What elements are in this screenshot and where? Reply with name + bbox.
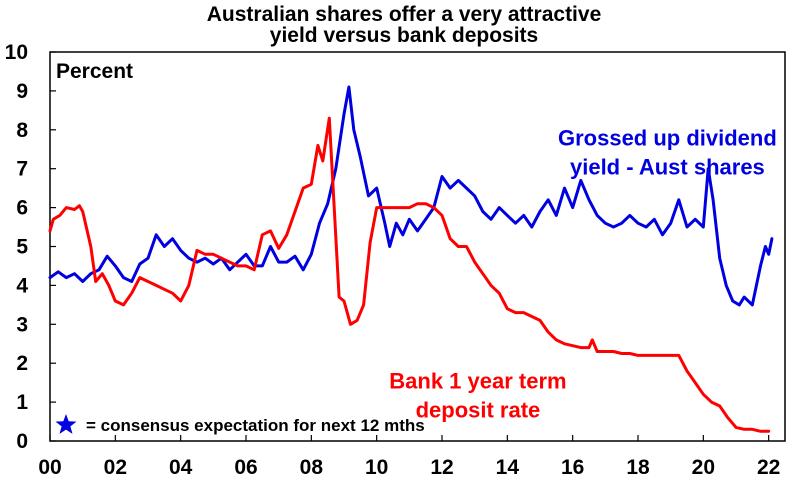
y-tick-label: 6 xyxy=(16,197,28,220)
x-tick-label: 14 xyxy=(496,456,520,479)
y-tick-label: 1 xyxy=(16,391,28,414)
x-tick-label: 06 xyxy=(234,456,257,479)
x-tick-label: 22 xyxy=(757,456,780,479)
series-line-term-deposit-rate xyxy=(48,116,771,433)
y-tick-label: 0 xyxy=(16,430,28,453)
x-tick-label: 10 xyxy=(365,456,388,479)
series-label-dividend-yield: Grossed up dividend yield - Aust shares xyxy=(558,125,777,179)
legend-note: = consensus expectation for next 12 mths xyxy=(55,414,425,435)
x-tick-label: 16 xyxy=(561,456,584,479)
y-tick-label: 3 xyxy=(16,313,28,336)
legend-note-text: = consensus expectation for next 12 mths xyxy=(86,416,425,435)
x-axis: 00 02 04 06 08 10 12 14 16 18 20 22 xyxy=(38,435,780,479)
x-tick-label: 04 xyxy=(169,456,193,479)
y-tick-label: 7 xyxy=(16,158,28,181)
star-icon xyxy=(55,414,77,434)
y-tick-label: 5 xyxy=(16,236,28,259)
y-tick-label: 8 xyxy=(16,119,28,142)
series-layer xyxy=(48,85,774,433)
series-labels: Grossed up dividend yield - Aust shares Ba… xyxy=(389,125,777,422)
y-tick-label: 2 xyxy=(16,352,28,375)
series-label-term-deposit-rate: Bank 1 year term deposit rate xyxy=(389,368,566,422)
y-axis: 0 1 2 3 4 5 6 7 8 9 10 xyxy=(5,41,56,453)
y-tick-label: 9 xyxy=(16,80,28,103)
x-tick-label: 08 xyxy=(300,456,324,479)
y-tick-label: 4 xyxy=(16,274,28,297)
y-axis-unit-label: Percent xyxy=(56,60,133,83)
x-tick-label: 02 xyxy=(104,456,127,479)
x-tick-label: 18 xyxy=(626,456,650,479)
y-tick-label: 10 xyxy=(5,41,28,64)
series-line-dividend-yield xyxy=(48,85,774,307)
x-tick-label: 20 xyxy=(692,456,715,479)
x-tick-label: 00 xyxy=(38,456,61,479)
x-tick-label: 12 xyxy=(430,456,453,479)
chart-title-line-2: yield versus bank deposits xyxy=(270,24,538,47)
chart-title-line-1: Australian shares offer a very attractiv… xyxy=(207,3,602,26)
